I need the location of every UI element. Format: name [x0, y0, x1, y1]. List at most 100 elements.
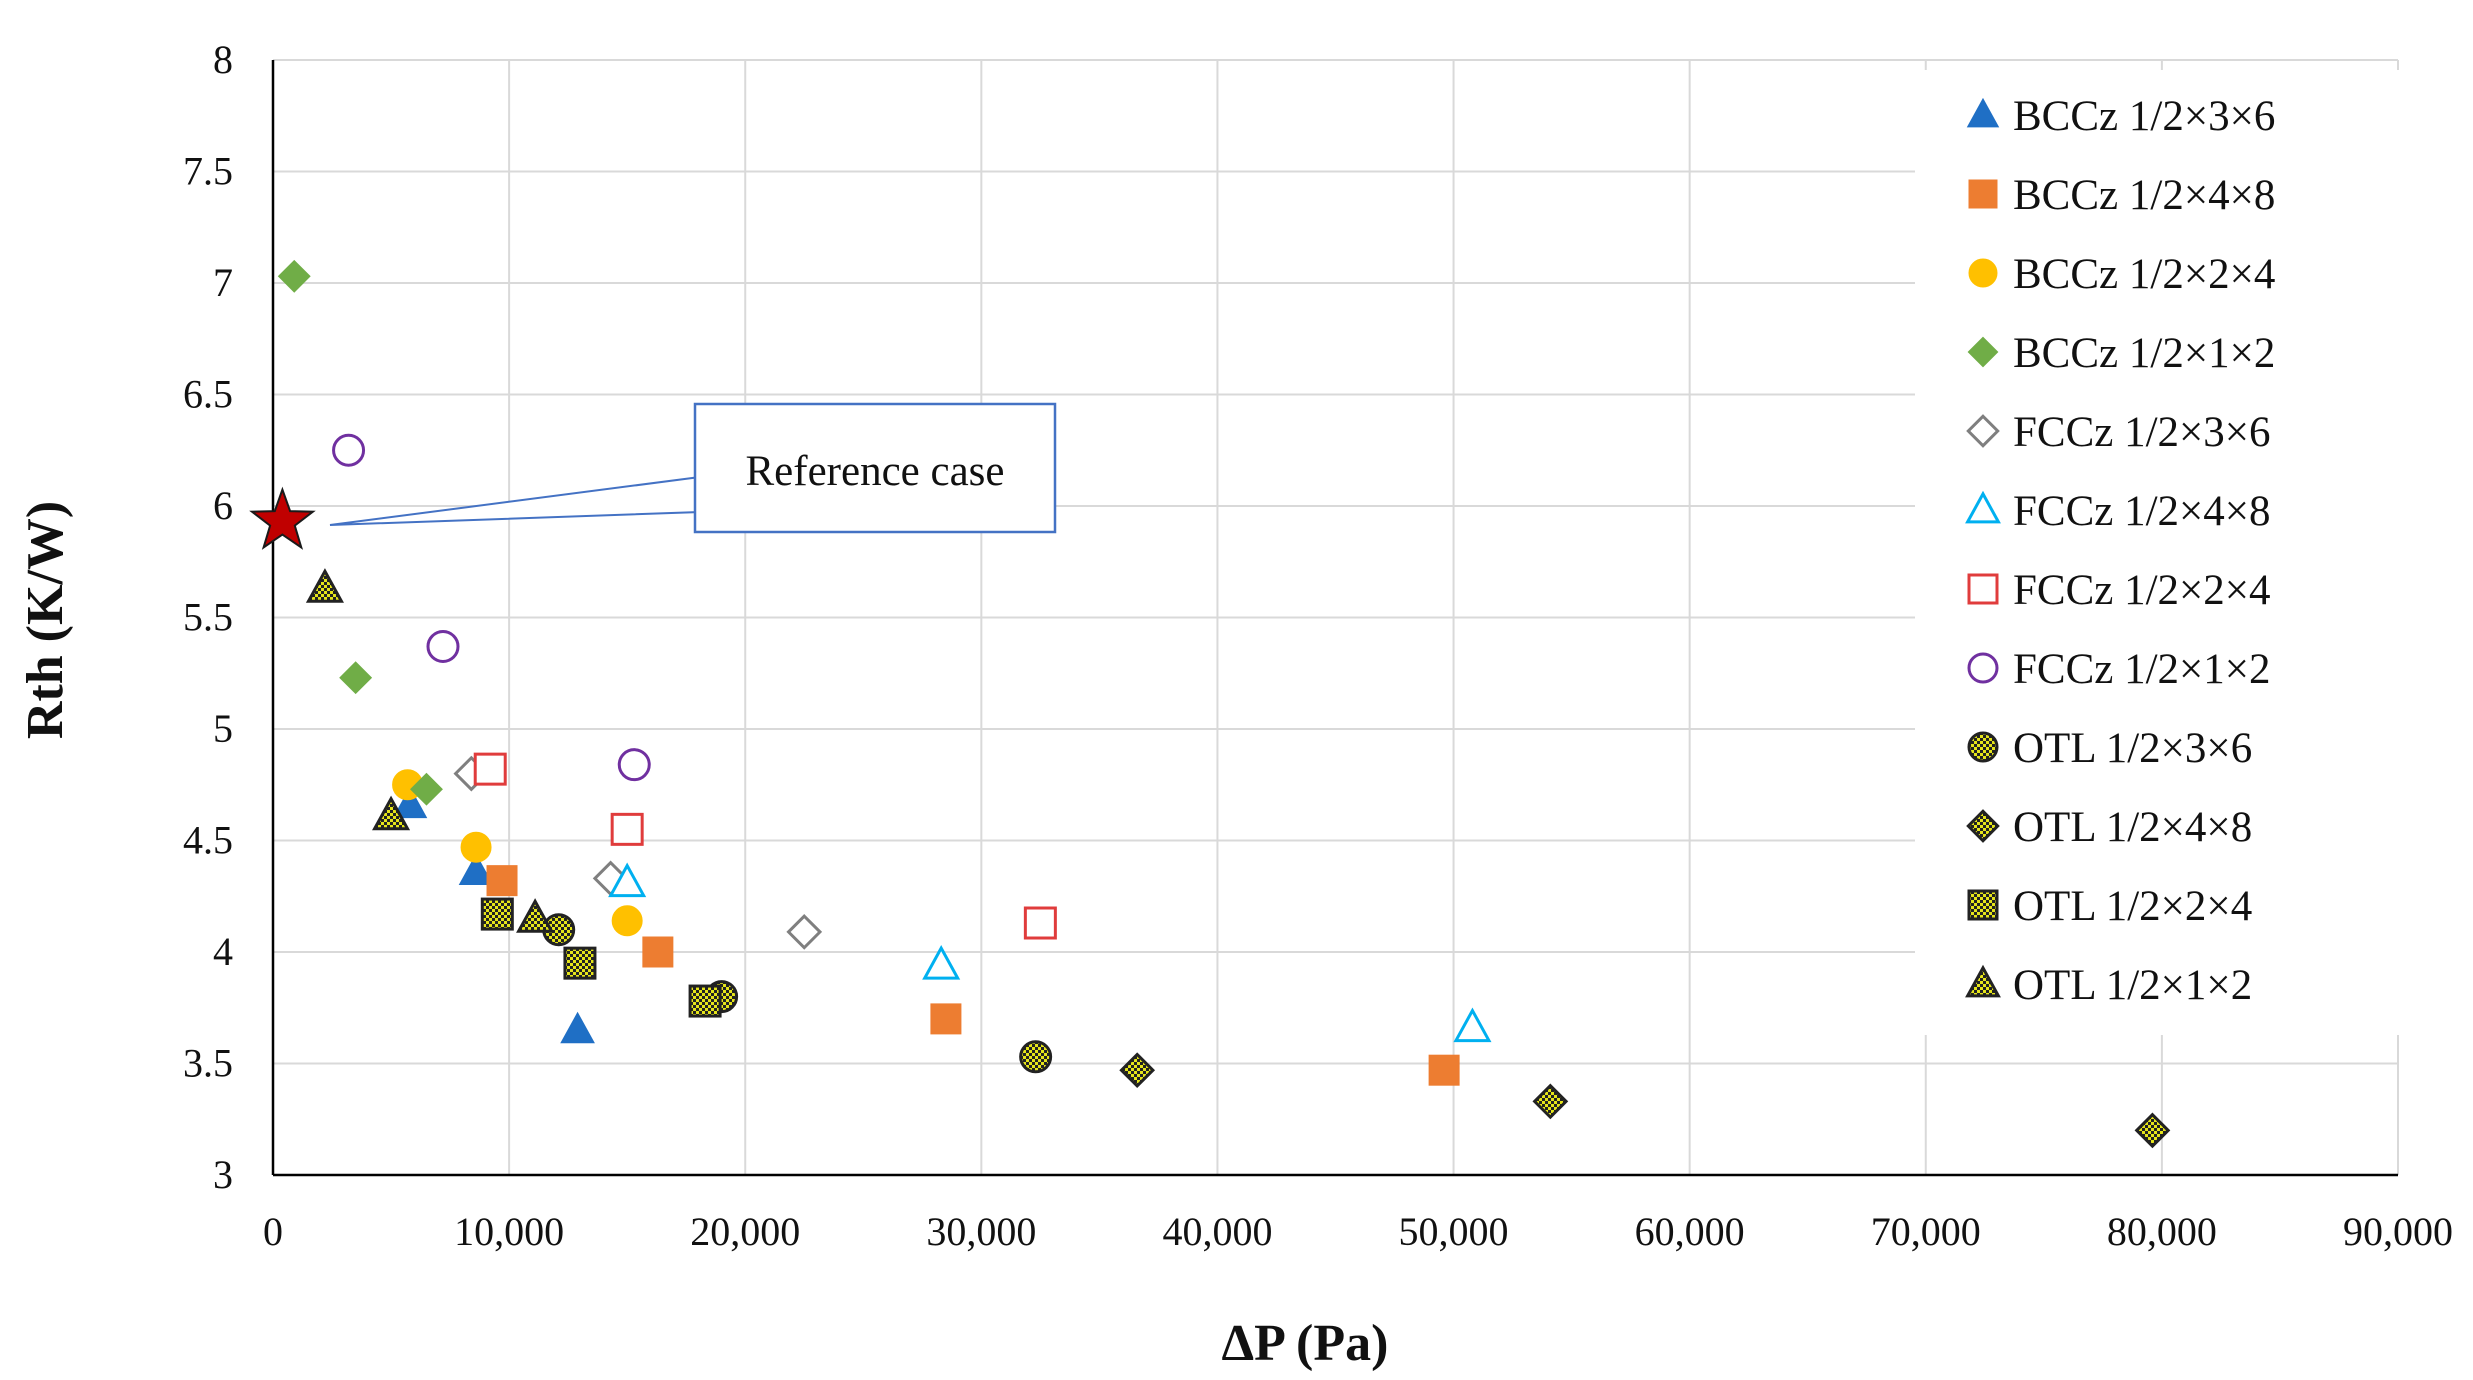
reference-callout: Reference case: [329, 402, 1057, 534]
data-point: [608, 862, 647, 898]
data-point: [617, 748, 651, 782]
data-point: [930, 1003, 962, 1035]
legend-marker: [1968, 179, 1998, 209]
series-11: [305, 568, 555, 933]
y-tick-label: 6.5: [183, 372, 233, 417]
legend-label: BCCz 1/2×1×2: [2013, 330, 2275, 377]
y-tick-label: 4.5: [183, 818, 233, 863]
data-point: [1019, 1040, 1053, 1074]
axes: [271, 60, 2398, 1177]
data-point: [2134, 1112, 2171, 1149]
y-tick-label: 5.5: [183, 595, 233, 640]
x-tick-label: 50,000: [1399, 1209, 1509, 1254]
data-point: [458, 853, 494, 885]
legend-label: FCCz 1/2×3×6: [2013, 409, 2271, 456]
legend-marker: [1968, 258, 1998, 288]
legend: BCCz 1/2×3×6 BCCz 1/2×4×8 BCCz 1/2×2×4 BCCz…: [1965, 93, 2275, 1009]
data-point: [277, 259, 311, 293]
legend-marker: [1965, 964, 2001, 998]
legend-label: BCCz 1/2×3×6: [2013, 93, 2275, 140]
reference-marker: [249, 486, 316, 550]
series-5: [608, 862, 1492, 1043]
data-point: [332, 433, 366, 467]
legend-label: OTL 1/2×2×4: [2013, 883, 2252, 930]
data-point: [486, 865, 518, 897]
y-axis-title: Rth (K/W): [17, 501, 74, 739]
series-6: [473, 752, 1057, 940]
legend-label: FCCz 1/2×1×2: [2013, 646, 2271, 693]
x-axis-title: ΔP (Pa): [1222, 1315, 1389, 1372]
data-points: [277, 259, 2171, 1149]
callout-box: [693, 402, 1057, 534]
series-8: [542, 913, 1053, 1074]
y-tick-label: 3.5: [183, 1041, 233, 1086]
y-tick-label: 4: [213, 929, 233, 974]
series-2: [392, 769, 643, 937]
legend-marker: [1966, 414, 2000, 448]
legend-label: BCCz 1/2×2×4: [2013, 251, 2275, 298]
callout-pointer: [329, 475, 701, 526]
x-tick-label: 0: [263, 1209, 283, 1254]
data-point: [610, 812, 644, 846]
legend-label: FCCz 1/2×4×8: [2013, 488, 2271, 535]
series-3: [277, 259, 443, 806]
data-point: [516, 898, 555, 933]
data-point: [688, 984, 722, 1018]
data-point: [480, 897, 514, 931]
x-tick-label: 70,000: [1871, 1209, 1981, 1254]
legend-marker: [1967, 336, 1999, 368]
data-point: [473, 752, 507, 786]
x-tick-label: 90,000: [2343, 1209, 2453, 1254]
data-point: [786, 914, 823, 950]
y-tick-label: 8: [213, 37, 233, 82]
legend-label: OTL 1/2×1×2: [2013, 962, 2252, 1009]
data-point: [563, 946, 597, 980]
x-tick-label: 20,000: [690, 1209, 800, 1254]
legend-label: BCCz 1/2×4×8: [2013, 172, 2275, 219]
data-point: [1453, 1007, 1492, 1043]
x-tick-label: 40,000: [1162, 1209, 1272, 1254]
data-point: [1119, 1052, 1156, 1089]
legend-label: OTL 1/2×4×8: [2013, 804, 2252, 851]
data-point: [460, 831, 492, 863]
data-point: [1023, 906, 1057, 940]
data-point: [305, 568, 344, 603]
legend-marker: [1966, 97, 2000, 128]
legend-label: FCCz 1/2×2×4: [2013, 567, 2271, 614]
series-7: [332, 433, 651, 782]
x-tick-label: 60,000: [1635, 1209, 1745, 1254]
legend-marker: [1967, 889, 1999, 921]
y-tick-label: 3: [213, 1152, 233, 1197]
data-point: [410, 772, 443, 806]
legend-marker: [1967, 573, 1999, 605]
legend-marker: [1965, 490, 2001, 524]
data-point: [560, 1011, 595, 1044]
data-point: [1428, 1054, 1460, 1086]
data-point: [426, 629, 460, 663]
data-point: [642, 936, 674, 968]
series-10: [480, 897, 722, 1018]
y-tick-label: 7.5: [183, 149, 233, 194]
series-0: [392, 786, 595, 1044]
legend-box: [1915, 70, 2425, 1035]
x-tick-label: 80,000: [2107, 1209, 2217, 1254]
legend-marker: [1967, 731, 1999, 763]
data-point: [922, 945, 961, 980]
y-tick-label: 5: [213, 706, 233, 751]
y-tick-labels: 3 3.5 4 4.5 5 5.5 6 6.5 7 7.5 8: [183, 37, 233, 1197]
data-point: [372, 795, 411, 831]
x-tick-labels: 0 10,000 20,000 30,000 40,000 50,000 60,000 70,…: [263, 1209, 2453, 1254]
data-point: [392, 786, 428, 819]
x-tick-label: 30,000: [926, 1209, 1036, 1254]
legend-label: OTL 1/2×3×6: [2013, 725, 2252, 772]
y-tick-label: 6: [213, 483, 233, 528]
series-9: [1119, 1052, 2171, 1149]
reference-star: [249, 486, 316, 550]
x-tick-label: 10,000: [454, 1209, 564, 1254]
data-point: [339, 661, 373, 695]
data-point: [1532, 1083, 1569, 1120]
series-1: [486, 865, 1460, 1086]
data-point: [611, 905, 643, 937]
y-tick-label: 7: [213, 260, 233, 305]
